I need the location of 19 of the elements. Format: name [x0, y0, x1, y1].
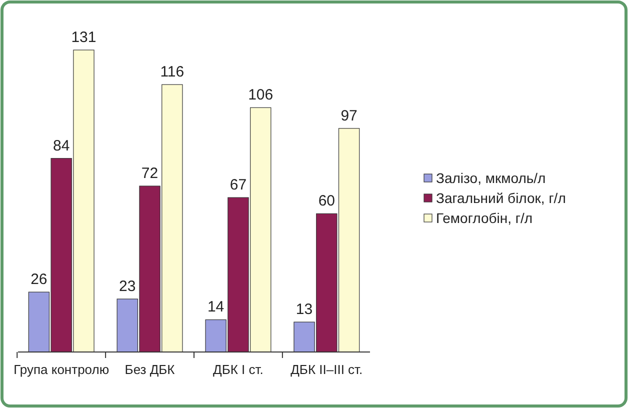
data-label: 14 [207, 298, 224, 316]
data-label: 116 [160, 64, 184, 81]
data-label: 97 [340, 107, 358, 124]
data-label: 131 [71, 29, 96, 46]
legend-label: Гемоглобін, г/л [436, 210, 533, 226]
data-label: 72 [141, 165, 158, 182]
data-label: 13 [296, 301, 313, 318]
x-tick-label: ДБК I ст. [213, 362, 264, 377]
x-tick-label: Група контролю [14, 362, 110, 377]
data-label: 23 [119, 278, 136, 295]
x-tick-label: Без ДБК [124, 362, 176, 377]
x-tick-label: ДБК II–III ст. [290, 362, 363, 377]
data-label: 67 [230, 176, 247, 194]
data-label: 106 [248, 86, 274, 104]
data-label: 26 [30, 271, 48, 288]
legend-label: Залізо, мкмоль/л [436, 170, 546, 186]
data-label: 84 [52, 137, 70, 154]
data-label: 60 [318, 192, 336, 210]
legend-label: Загальний білок, г/л [436, 190, 566, 206]
